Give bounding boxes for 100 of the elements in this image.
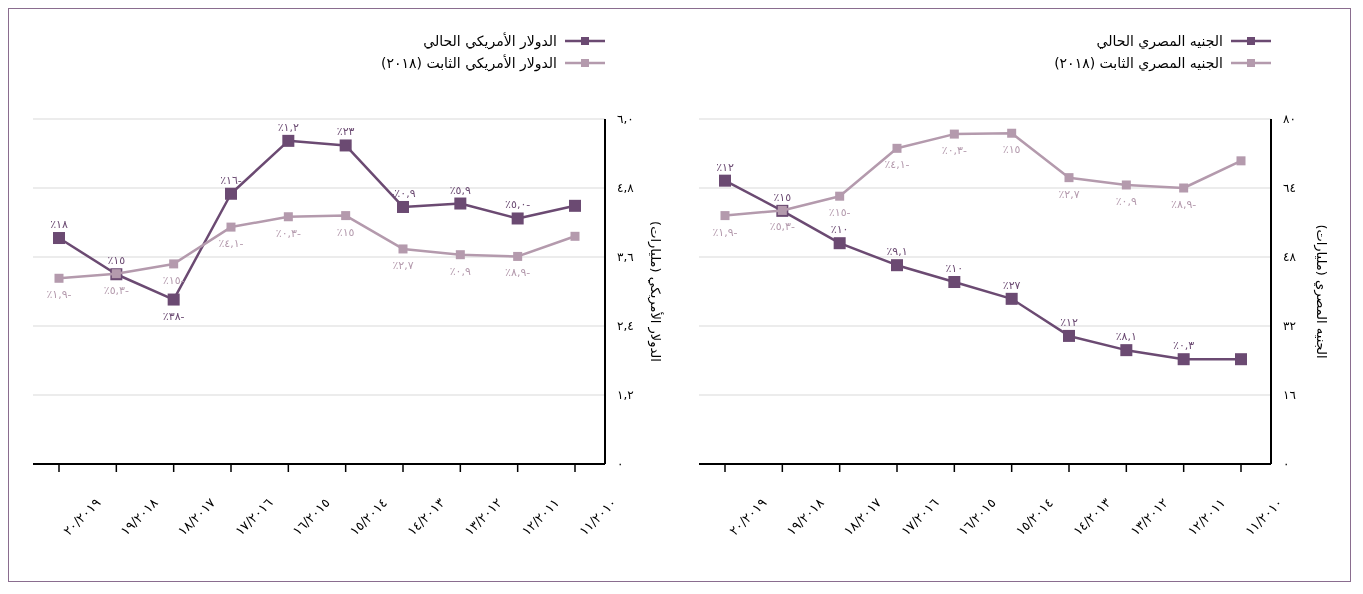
annotation: ٪١,٩- [46, 288, 72, 302]
x-tick-label: ١٨/٢٠١٧ [840, 495, 885, 539]
annotation: ٪٨,١ [1115, 330, 1137, 344]
point [226, 222, 236, 232]
annotation: ٪٠,٣- [275, 226, 301, 240]
annotation: ٪٩,١ [886, 245, 908, 259]
point [720, 211, 730, 221]
y-tick-label: ٠ [1283, 457, 1290, 472]
annotation: ٪٠,٣- [941, 144, 967, 158]
y-tick-label: ٢,٤ [617, 319, 634, 334]
annotation: ٪٢٧ [1002, 278, 1021, 292]
annotation: ٪٢,٧ [392, 258, 414, 272]
annotation: ٪٨,٩- [505, 266, 531, 280]
annotation: ٪١٠ [945, 262, 964, 276]
point [513, 251, 523, 261]
legend-label: الجنيه المصري الحالي [1096, 32, 1223, 50]
y-tick-label: ١٦ [1283, 388, 1296, 403]
y-tick-label: ٤,٨ [617, 181, 635, 196]
annotation: ٪١٥ [1002, 143, 1021, 157]
y-axis-title: الدولار الأمريكي (مليارات) [647, 221, 664, 362]
y-tick-label: ٣,٦ [617, 250, 634, 265]
x-tick-label: ١٣/٢٠١٢ [461, 495, 505, 539]
point [455, 250, 465, 260]
y-tick-label: ٠ [617, 457, 624, 472]
x-tick-label: ١٩/٢٠١٨ [783, 495, 827, 539]
point [169, 259, 179, 269]
point [1064, 173, 1074, 183]
point [891, 259, 903, 272]
x-tick-label: ١٧/٢٠١٦ [898, 495, 942, 539]
annotation: ٪١٥ [773, 190, 792, 204]
x-tick-label: ١١/٢٠١٠ [1242, 495, 1286, 539]
annotation: ٪٨,٩- [1171, 198, 1197, 211]
point [1179, 183, 1189, 193]
x-tick-label: ٢٠/٢٠١٩ [726, 495, 770, 539]
annotation: ٪١,٢ [277, 120, 300, 134]
annotation: ٪٥,٩ [449, 183, 472, 197]
annotation: ٪٥,٣- [103, 283, 129, 297]
point [948, 276, 961, 289]
point [1007, 128, 1017, 138]
point [283, 212, 293, 222]
x-tick-label: ٢٠/٢٠١٩ [60, 495, 104, 539]
annotation: ٪٠,٩ [1115, 194, 1138, 208]
point [569, 199, 581, 212]
annotation: ٪١٠ [830, 223, 849, 237]
point [570, 231, 580, 241]
annotation: ٪٣٨- [162, 309, 185, 323]
y-tick-label: ٤٨ [1283, 250, 1297, 265]
annotation: ٪١٨ [50, 218, 68, 232]
annotation: ٪٤,١- [218, 237, 244, 251]
y-axis-title: الجنيه المصري (مليارات) [1313, 224, 1329, 359]
y-tick-label: ٦,٠ [617, 112, 634, 127]
annotation: -٪٠,٩ [390, 186, 416, 200]
point [949, 129, 959, 139]
point [167, 293, 180, 306]
x-tick-label: ١٥/٢٠١٤ [346, 495, 391, 539]
annotation: ٪١٦- [220, 173, 242, 187]
annotation: ٪٢,٧ [1058, 187, 1080, 201]
annotation: ٪٤,١- [884, 158, 910, 172]
y-tick-label: ٨٠ [1283, 112, 1296, 127]
point [341, 211, 351, 221]
point [282, 134, 295, 147]
annotation: ٪١٢ [1060, 315, 1078, 329]
annotation: ٪١٥ [107, 254, 126, 268]
annotation: ٪٥,٠- [505, 198, 531, 212]
y-tick-label: ٣٢ [1283, 319, 1296, 334]
point [53, 232, 65, 245]
annotation: ٪٠,٣ [1173, 339, 1195, 353]
point [54, 273, 64, 283]
x-tick-label: ١١/٢٠١٠ [576, 495, 620, 539]
point [1236, 156, 1246, 166]
point [454, 197, 467, 210]
x-tick-label: ١٧/٢٠١٦ [232, 495, 276, 539]
x-tick-label: ١٩/٢٠١٨ [117, 495, 161, 539]
y-tick-label: ١,٢ [617, 388, 634, 403]
point [1235, 353, 1247, 366]
annotation: ٪١,٩- [712, 225, 738, 239]
annotation: ٪٠,٩ [449, 264, 472, 278]
x-tick-label: ١٨/٢٠١٧ [174, 495, 219, 539]
point [398, 244, 408, 254]
legend-label: الجنيه المصري الثابت (٢٠١٨) [1054, 54, 1223, 72]
legend-label: الدولار الأمريكي الثابت (٢٠١٨) [380, 53, 557, 72]
annotation: ٪٢٣ [336, 125, 355, 139]
point [511, 212, 524, 225]
point [835, 191, 845, 201]
x-tick-label: ١٢/٢٠١١ [1184, 495, 1229, 539]
point [1120, 344, 1133, 357]
x-tick-label: ١٤/٢٠١٣ [1070, 495, 1114, 539]
legend-label: الدولار الأمريكي الحالي [423, 31, 557, 50]
point [892, 143, 902, 153]
annotation: ٪١٥- [828, 206, 851, 220]
point [719, 174, 731, 187]
point [397, 200, 409, 213]
point [1121, 180, 1131, 190]
x-tick-label: ١٥/٢٠١٤ [1012, 495, 1057, 539]
point [339, 139, 352, 152]
point [225, 187, 237, 200]
point [833, 237, 846, 250]
annotation: ٪١٢ [716, 160, 734, 174]
annotation: ٪٥,٣- [769, 220, 795, 234]
x-tick-label: ١٦/٢٠١٥ [289, 495, 333, 539]
